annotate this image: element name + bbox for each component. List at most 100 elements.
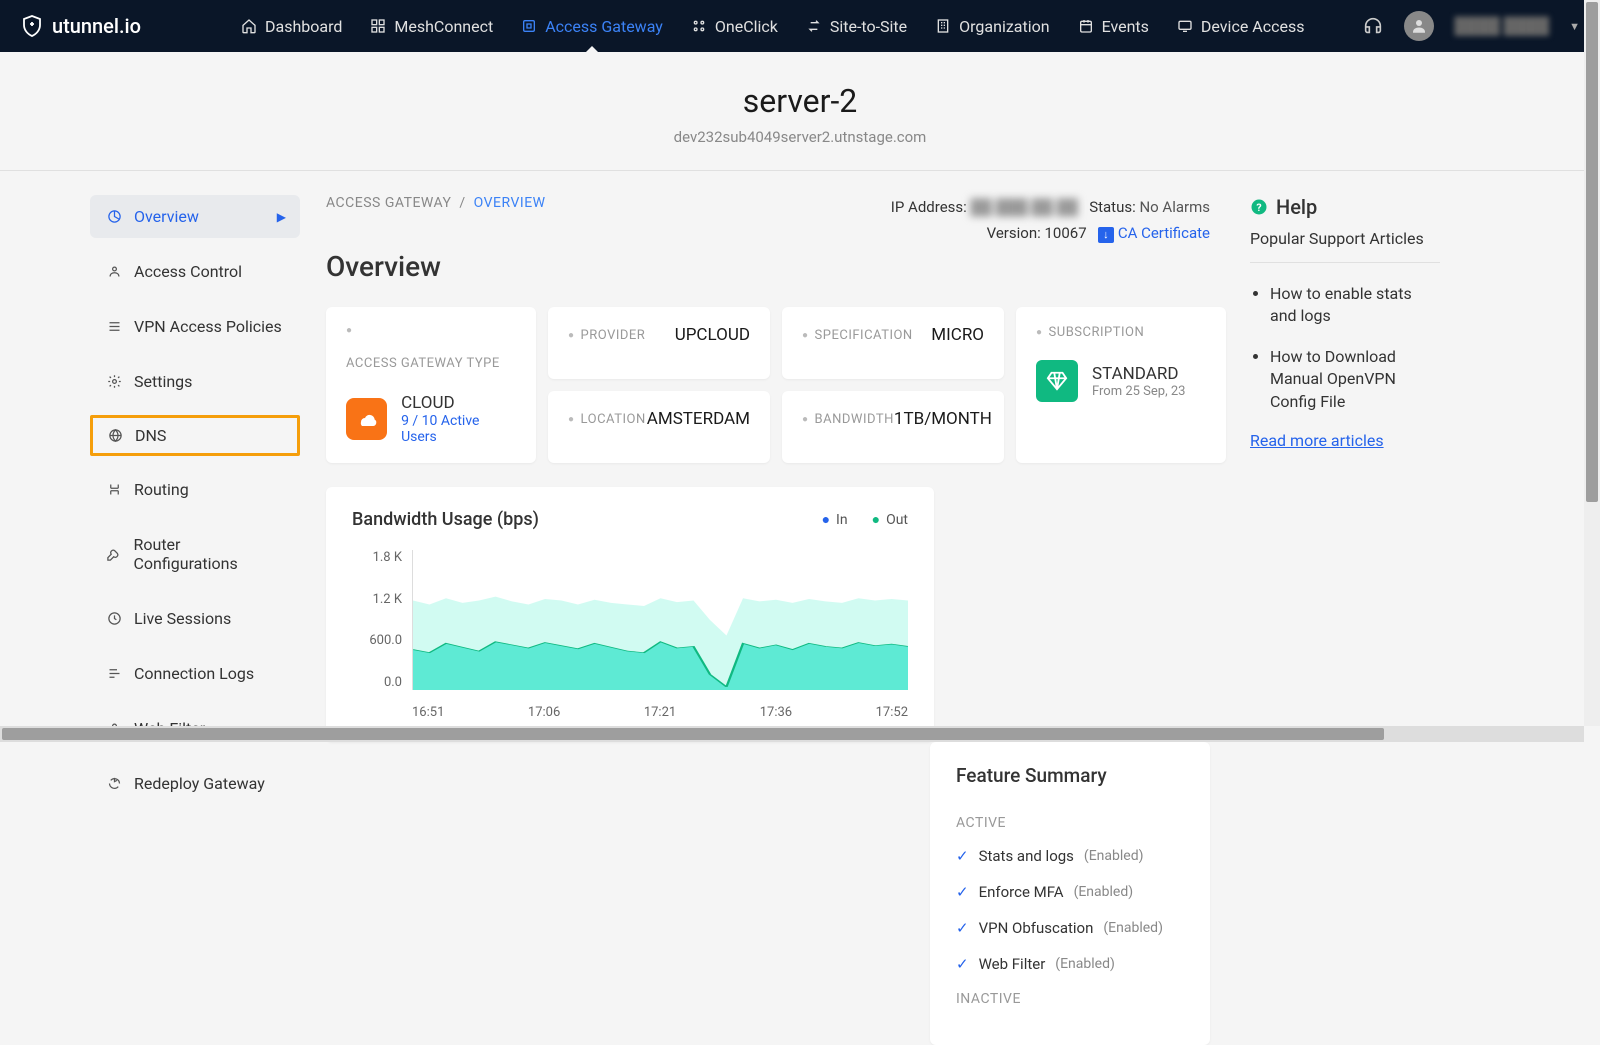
globe-icon [107,428,123,443]
stats-cards: ● ACCESS GATEWAY TYPE CLOUD 9 / 10 Activ… [326,307,1210,463]
sidebar: Overview ▶ Access Control VPN Access Polici… [0,171,310,1045]
y-tick: 1.2 K [352,592,402,607]
sidebar-item-label: Access Control [134,262,242,281]
sidebar-item-label: Overview [134,207,199,226]
feature-inactive-label: INACTIVE [956,991,1184,1007]
y-tick: 0.0 [352,675,402,690]
card-subscription: ●SUBSCRIPTION STANDARD From 25 Sep, 23 [1016,307,1226,463]
feature-name: VPN Obfuscation [979,919,1094,937]
feature-status: (Enabled) [1055,956,1115,972]
legend-in: In [822,511,848,528]
content-area: Overview ▶ Access Control VPN Access Polici… [0,171,1600,1045]
sidebar-item-label: Routing [134,480,189,499]
status-value: No Alarms [1139,198,1210,216]
sidebar-item-redeploy-gateway[interactable]: Redeploy Gateway [90,762,300,805]
card-bandwidth: ●BANDWIDTH 1TB/MONTH [782,391,1004,463]
read-more-link[interactable]: Read more articles [1250,431,1384,450]
bandwidth-label: BANDWIDTH [815,412,894,427]
sidebar-item-dns[interactable]: DNS [90,415,300,456]
feature-name: Stats and logs [979,847,1074,865]
sidebar-item-access-control[interactable]: Access Control [90,250,300,293]
user-name[interactable]: ████ ████ [1454,16,1549,36]
x-tick: 16:51 [412,705,444,720]
feature-item[interactable]: ✓VPN Obfuscation (Enabled) [956,919,1184,937]
nav-organization[interactable]: Organization [935,17,1049,36]
breadcrumb: ACCESS GATEWAY / OVERVIEW [326,195,546,211]
server-hostname: dev232sub4049server2.utnstage.com [0,128,1600,146]
breadcrumb-root[interactable]: ACCESS GATEWAY [326,195,451,211]
feature-status: (Enabled) [1074,884,1134,900]
support-icon[interactable] [1362,15,1384,37]
cloud-icon [346,398,387,440]
sidebar-item-label: DNS [135,426,166,445]
nav-access-gateway[interactable]: Access Gateway [521,17,663,36]
user-icon [106,264,122,279]
spec-label: SPECIFICATION [815,328,913,343]
sidebar-item-overview[interactable]: Overview ▶ [90,195,300,238]
feature-item[interactable]: ✓ Web Filter (Enabled) [956,955,1184,973]
help-article[interactable]: How to Download Manual OpenVPN Config Fi… [1270,346,1440,413]
nav-dashboard[interactable]: Dashboard [241,17,342,36]
org-icon [935,18,951,34]
sub-name: STANDARD [1092,364,1185,384]
feature-name: Enforce MFA [979,883,1064,901]
chart-legend: In Out [822,511,908,528]
chevron-right-icon: ▶ [277,210,286,224]
sidebar-item-routing[interactable]: Routing [90,468,300,511]
nav-items: Dashboard MeshConnect Access Gateway OneCli… [241,17,1362,36]
feature-active-label: ACTIVE [956,815,1184,831]
feature-item[interactable]: ✓Stats and logs (Enabled) [956,847,1184,865]
chevron-down-icon[interactable]: ▼ [1569,20,1580,33]
nav-site-to-site[interactable]: Site-to-Site [806,17,907,36]
main-panel: ACCESS GATEWAY / OVERVIEW IP Address: ██… [310,171,1230,1045]
mesh-icon [370,18,386,34]
nav-oneclick[interactable]: OneClick [691,17,778,36]
sidebar-item-label: VPN Access Policies [134,317,282,336]
sidebar-item-vpn-access-policies[interactable]: VPN Access Policies [90,305,300,348]
server-meta: IP Address: ██.███.██.██ Status: No Alar… [891,195,1210,246]
nav-meshconnect[interactable]: MeshConnect [370,17,493,36]
vertical-scrollbar[interactable] [1584,0,1600,726]
download-icon[interactable]: ↓ [1098,227,1114,243]
y-tick: 600.0 [352,633,402,648]
type-users[interactable]: 9 / 10 Active Users [401,413,516,445]
feature-item[interactable]: ✓Enforce MFA (Enabled) [956,883,1184,901]
sidebar-item-settings[interactable]: Settings [90,360,300,403]
clock-icon [106,611,122,626]
top-nav: utunnel.io Dashboard MeshConnect Access Ga… [0,0,1600,52]
nav-right: ████ ████ ▼ [1362,11,1580,41]
avatar[interactable] [1404,11,1434,41]
brand-text: utunnel.io [52,14,141,38]
svg-text:?: ? [1256,201,1261,214]
sidebar-item-router-configurations[interactable]: Router Configurations [90,523,300,585]
list-icon [106,319,122,334]
version-value: 10067 [1044,224,1086,242]
feature-title: Feature Summary [956,764,1184,787]
x-tick: 17:06 [528,705,560,720]
diamond-icon [1036,360,1078,402]
user-icon [1410,17,1428,35]
brand-logo[interactable]: utunnel.io [20,14,141,38]
sidebar-item-live-sessions[interactable]: Live Sessions [90,597,300,640]
sidebar-item-connection-logs[interactable]: Connection Logs [90,652,300,695]
help-panel: ? Help Popular Support Articles How to e… [1230,171,1470,1045]
nav-events[interactable]: Events [1078,17,1149,36]
ca-cert-link[interactable]: CA Certificate [1118,224,1210,242]
check-icon: ✓ [956,955,969,973]
grid-icon [691,18,707,34]
home-icon [241,18,257,34]
feature-status: (Enabled) [1084,848,1144,864]
sub-date: From 25 Sep, 23 [1092,384,1185,399]
nav-device-access[interactable]: Device Access [1177,17,1305,36]
horizontal-scrollbar[interactable] [0,726,1584,742]
help-article[interactable]: How to enable stats and logs [1270,283,1440,328]
gear-icon [106,374,122,389]
location-label: LOCATION [581,412,646,427]
check-icon: ✓ [956,919,969,937]
help-icon: ? [1250,198,1268,216]
swap-icon [806,18,822,34]
events-icon [1078,18,1094,34]
status-label: Status: [1089,198,1136,216]
feature-name: Web Filter [979,955,1046,973]
type-name: CLOUD [401,393,516,413]
